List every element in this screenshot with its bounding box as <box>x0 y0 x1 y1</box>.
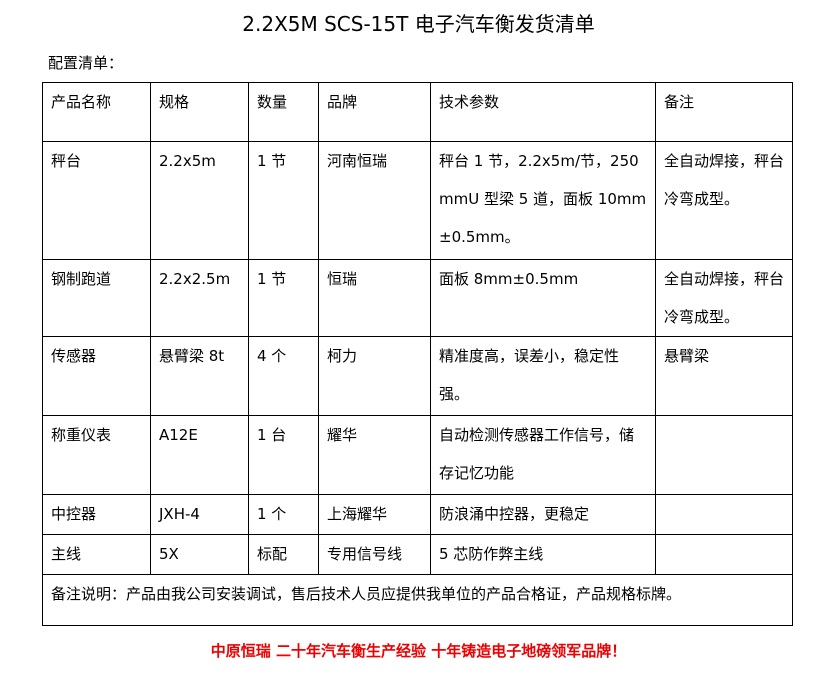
column-header: 数量 <box>248 82 319 142</box>
table-cell: 专用信号线 <box>318 534 431 575</box>
table-cell: 河南恒瑞 <box>318 141 431 260</box>
table-cell <box>655 534 793 575</box>
subtitle: 配置清单： <box>48 54 124 72</box>
table-cell: 1 个 <box>248 494 319 535</box>
table-cell: 防浪涌中控器，更稳定 <box>430 494 656 535</box>
table-row: 称重仪表 A12E 1 台耀华 自动检测传感器工作信号，储存记忆功能 <box>42 415 793 495</box>
table-cell: 悬臂梁 8t <box>150 336 249 416</box>
slogan: 中原恒瑞 二十年汽车衡生产经验 十年铸造电子地磅领军品牌！ <box>210 642 627 660</box>
table-cell: 4 个 <box>248 336 319 416</box>
table-cell: 主线 <box>42 534 151 575</box>
table-cell: A12E <box>150 415 249 495</box>
table-cell: 标配 <box>248 534 319 575</box>
table: 产品名称 规格 数量 品牌 技术参数 备注 秤台 2.2x5m 1 节河南恒瑞 秤台 1 节，2.… <box>42 82 793 626</box>
table-cell: 精准度高，误差小，稳定性强。 <box>430 336 656 416</box>
table-cell: 5X <box>150 534 249 575</box>
table-cell: 耀华 <box>318 415 431 495</box>
column-header: 技术参数 <box>430 82 656 142</box>
table-cell: 称重仪表 <box>42 415 151 495</box>
table-cell: 面板 8mm±0.5mm <box>430 259 656 337</box>
column-header: 备注 <box>655 82 793 142</box>
table-cell: 柯力 <box>318 336 431 416</box>
table-cell: 秤台 <box>42 141 151 260</box>
table-cell: 1 节 <box>248 141 319 260</box>
table-cell: 秤台 1 节，2.2x5m/节，250mmU 型梁 5 道，面板 10mm±0.… <box>430 141 656 260</box>
table-cell <box>655 494 793 535</box>
table-cell: 传感器 <box>42 336 151 416</box>
table-cell: 悬臂梁 <box>655 336 793 416</box>
table-cell: 全自动焊接，秤台冷弯成型。 <box>655 141 793 260</box>
header-row: 产品名称 规格 数量 品牌 技术参数 备注 <box>42 82 793 142</box>
table-row: 秤台 2.2x5m 1 节河南恒瑞 秤台 1 节，2.2x5m/节，250mmU 型梁… <box>42 141 793 260</box>
table-cell: 1 节 <box>248 259 319 337</box>
column-header: 品牌 <box>318 82 431 142</box>
table-cell: 2.2x2.5m <box>150 259 249 337</box>
table-cell: 中控器 <box>42 494 151 535</box>
table-row: 钢制跑道 2.2x2.5m 1 节恒瑞 面板 8mm±0.5mm 全自动焊接，秤台冷弯成… <box>42 259 793 337</box>
table-cell <box>655 415 793 495</box>
table-cell: 自动检测传感器工作信号，储存记忆功能 <box>430 415 656 495</box>
table-cell: 2.2x5m <box>150 141 249 260</box>
table-row: 主线 5X 标配 专用信号线 5 芯防作弊主线 <box>42 534 793 575</box>
table-cell: 5 芯防作弊主线 <box>430 534 656 575</box>
column-header: 产品名称 <box>42 82 151 142</box>
table-cell: 钢制跑道 <box>42 259 151 337</box>
note-cell: 备注说明：产品由我公司安装调试，售后技术人员应提供我单位的产品合格证，产品规格标… <box>42 574 793 626</box>
table-cell: 恒瑞 <box>318 259 431 337</box>
table-row: 中控器 JXH-4 1 个上海耀华 防浪涌中控器，更稳定 <box>42 494 793 535</box>
title: 2.2X5M SCS-15T 电子汽车衡发货清单 <box>242 12 595 36</box>
table-cell: 上海耀华 <box>318 494 431 535</box>
table-cell: JXH-4 <box>150 494 249 535</box>
table-cell: 1 台 <box>248 415 319 495</box>
column-header: 规格 <box>150 82 249 142</box>
note-row: 备注说明：产品由我公司安装调试，售后技术人员应提供我单位的产品合格证，产品规格标… <box>42 574 793 626</box>
table-cell: 全自动焊接，秤台冷弯成型。 <box>655 259 793 337</box>
table-row: 传感器 悬臂梁 8t 4 个柯力 精准度高，误差小，稳定性强。 悬臂梁 <box>42 336 793 416</box>
